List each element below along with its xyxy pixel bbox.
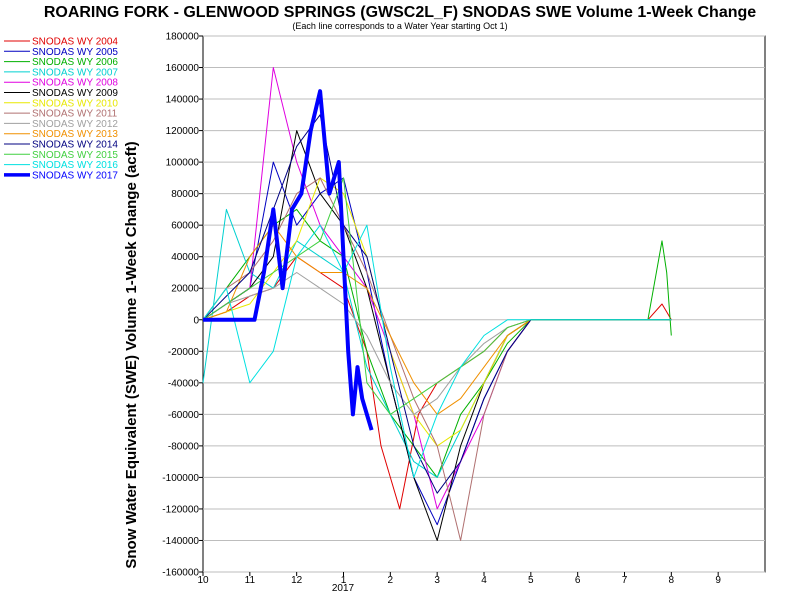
series-lines <box>202 67 672 541</box>
legend-label: SNODAS WY 2006 <box>32 57 118 68</box>
legend-label: SNODAS WY 2015 <box>32 150 118 161</box>
x-tick-label: 6 <box>575 575 581 586</box>
y-tick-label: -60000 <box>168 410 200 421</box>
x-tick-label: 9 <box>715 575 721 586</box>
x-tick-label: 1 <box>341 575 347 586</box>
y-tick-label: 80000 <box>171 189 199 200</box>
legend-label: SNODAS WY 2012 <box>32 119 118 130</box>
legend-label: SNODAS WY 2008 <box>32 78 118 89</box>
legend-label: SNODAS WY 2009 <box>32 88 118 99</box>
legend-label: SNODAS WY 2005 <box>32 47 118 58</box>
y-tick-label: -20000 <box>168 347 200 358</box>
y-tick-label: 160000 <box>166 63 200 74</box>
x-tick-label: 5 <box>528 575 534 586</box>
y-axis-label: Snow Water Equivalent (SWE) Volume 1-Wee… <box>123 141 140 568</box>
x-tick-label: 11 <box>245 575 256 586</box>
legend-label: SNODAS WY 2017 <box>32 170 118 181</box>
y-tick-label: 20000 <box>171 284 199 295</box>
chart-subtitle: (Each line corresponds to a Water Year s… <box>292 21 507 31</box>
y-tick-label: -140000 <box>162 536 199 547</box>
x-tick-label: 7 <box>622 575 628 586</box>
x-tick-label: 12 <box>291 575 303 586</box>
x-year-label: 2017 <box>332 583 355 594</box>
y-tick-label: -120000 <box>162 504 199 515</box>
x-tick-label: 10 <box>197 575 209 586</box>
y-tick-label: -160000 <box>162 568 199 579</box>
x-tick-label: 3 <box>434 575 440 586</box>
y-axis-ticks: -160000 -140000 -120000 -100000 -80000 -60000… <box>162 32 203 579</box>
legend-label: SNODAS WY 2010 <box>32 98 118 109</box>
x-axis-ticks: 10 11 12 1 2 3 4 5 6 7 8 9 <box>197 572 721 586</box>
legend-label: SNODAS WY 2016 <box>32 160 118 171</box>
legend-label: SNODAS WY 2013 <box>32 129 118 140</box>
y-tick-label: 180000 <box>166 32 200 43</box>
y-tick-label: 140000 <box>166 95 200 106</box>
y-tick-label: 0 <box>193 315 199 326</box>
y-tick-label: -100000 <box>162 473 199 484</box>
plot-area <box>202 35 766 573</box>
y-tick-label: 40000 <box>171 252 199 263</box>
y-tick-label: -80000 <box>168 441 200 452</box>
y-tick-label: 60000 <box>171 221 199 232</box>
legend-label: SNODAS WY 2004 <box>32 37 118 48</box>
legend-label: SNODAS WY 2014 <box>32 140 118 151</box>
series-line-snodas-wy-2017 <box>203 89 374 431</box>
x-tick-label: 8 <box>669 575 675 586</box>
series-line-snodas-wy-2016 <box>202 224 672 478</box>
y-tick-label: 100000 <box>166 158 200 169</box>
y-tick-label: 120000 <box>166 126 200 137</box>
legend-label: SNODAS WY 2007 <box>32 67 118 78</box>
legend-label: SNODAS WY 2011 <box>32 109 118 120</box>
y-tick-label: -40000 <box>168 378 200 389</box>
x-tick-label: 2 <box>388 575 394 586</box>
chart-title: ROARING FORK - GLENWOOD SPRINGS (GWSC2L_… <box>44 4 756 21</box>
x-tick-label: 4 <box>481 575 487 586</box>
